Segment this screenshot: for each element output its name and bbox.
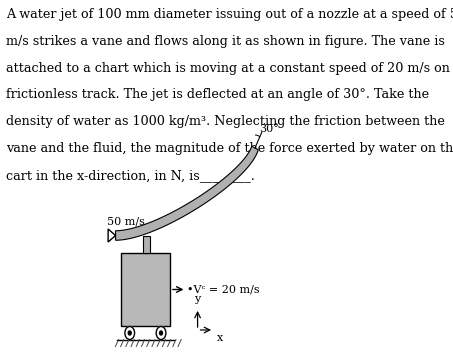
Circle shape bbox=[156, 326, 166, 339]
Circle shape bbox=[128, 331, 131, 335]
Polygon shape bbox=[143, 236, 150, 253]
Text: •Vᶜ = 20 m/s: •Vᶜ = 20 m/s bbox=[187, 285, 260, 295]
Text: cart in the x-direction, in N, is________.: cart in the x-direction, in N, is_______… bbox=[6, 169, 255, 182]
Text: attached to a chart which is moving at a constant speed of 20 m/s on a: attached to a chart which is moving at a… bbox=[6, 62, 453, 74]
Circle shape bbox=[159, 331, 163, 335]
Text: x: x bbox=[217, 333, 223, 343]
Text: 30°: 30° bbox=[259, 124, 279, 134]
Bar bbox=[121, 253, 170, 326]
Polygon shape bbox=[116, 146, 258, 240]
Text: vane and the fluid, the magnitude of the force exerted by water on the: vane and the fluid, the magnitude of the… bbox=[6, 142, 453, 155]
Text: m/s strikes a vane and flows along it as shown in figure. The vane is: m/s strikes a vane and flows along it as… bbox=[6, 35, 445, 48]
Text: frictionless track. The jet is deflected at an angle of 30°. Take the: frictionless track. The jet is deflected… bbox=[6, 88, 429, 101]
Text: density of water as 1000 kg/m³. Neglecting the friction between the: density of water as 1000 kg/m³. Neglecti… bbox=[6, 115, 445, 128]
Text: y: y bbox=[194, 294, 201, 304]
Text: 50 m/s: 50 m/s bbox=[106, 216, 145, 226]
Polygon shape bbox=[108, 229, 116, 242]
Circle shape bbox=[125, 326, 135, 339]
Text: A water jet of 100 mm diameter issuing out of a nozzle at a speed of 50: A water jet of 100 mm diameter issuing o… bbox=[6, 8, 453, 21]
